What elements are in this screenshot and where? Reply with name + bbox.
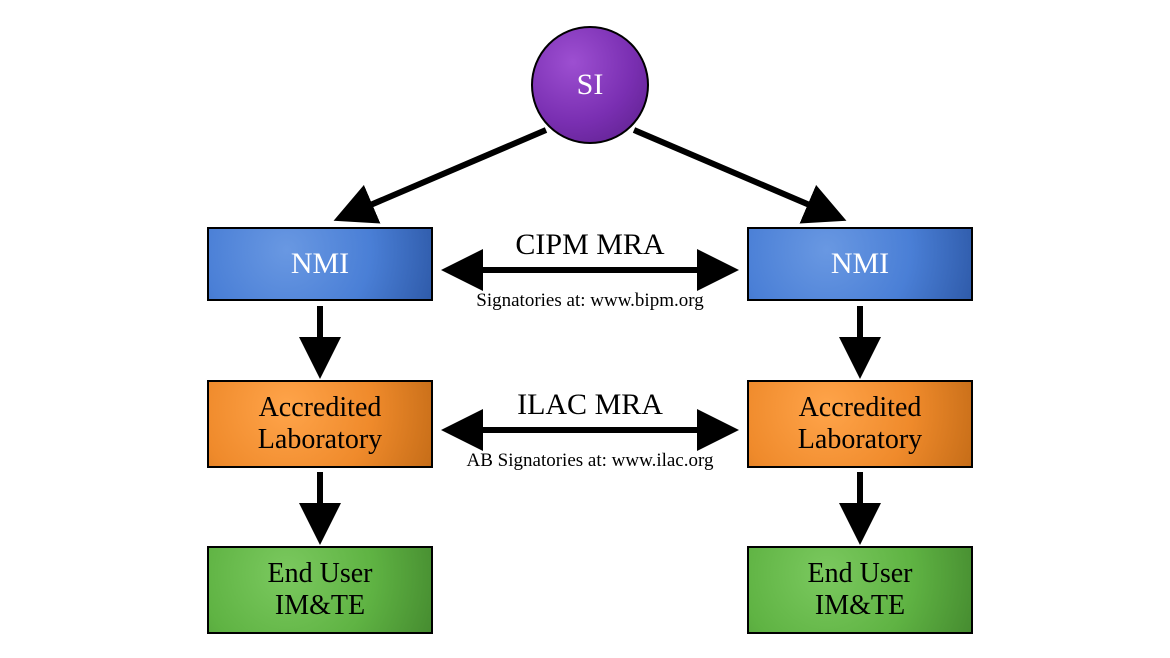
lab-right-line2: Laboratory [798, 424, 922, 455]
node-si: SI [531, 26, 649, 144]
user-right-line1: End User [808, 558, 913, 589]
arrow-si-to-nmi-right [634, 130, 840, 218]
node-end-user-right: End User IM&TE [747, 546, 973, 634]
arrow-si-to-nmi-left [340, 130, 546, 218]
edge-label-ilac-title: ILAC MRA [390, 388, 790, 422]
lab-left-line1: Accredited [259, 392, 382, 423]
lab-left-line2: Laboratory [258, 424, 382, 455]
user-left-line1: End User [268, 558, 373, 589]
edge-label-cipm-subtitle: Signatories at: www.bipm.org [390, 290, 790, 312]
diagram-canvas: SI NMI NMI Accredited Laboratory Accredi… [0, 0, 1170, 658]
node-user-right-label: End User IM&TE [808, 558, 913, 622]
edge-label-cipm-title: CIPM MRA [390, 228, 790, 262]
edge-label-ilac-subtitle: AB Signatories at: www.ilac.org [390, 450, 790, 472]
node-lab-left-label: Accredited Laboratory [258, 392, 382, 456]
node-lab-right-label: Accredited Laboratory [798, 392, 922, 456]
node-end-user-left: End User IM&TE [207, 546, 433, 634]
node-user-left-label: End User IM&TE [268, 558, 373, 622]
node-nmi-left-label: NMI [291, 247, 349, 282]
user-left-line2: IM&TE [275, 590, 365, 621]
user-right-line2: IM&TE [815, 590, 905, 621]
node-nmi-right-label: NMI [831, 247, 889, 282]
node-si-label: SI [577, 68, 604, 103]
lab-right-line1: Accredited [799, 392, 922, 423]
